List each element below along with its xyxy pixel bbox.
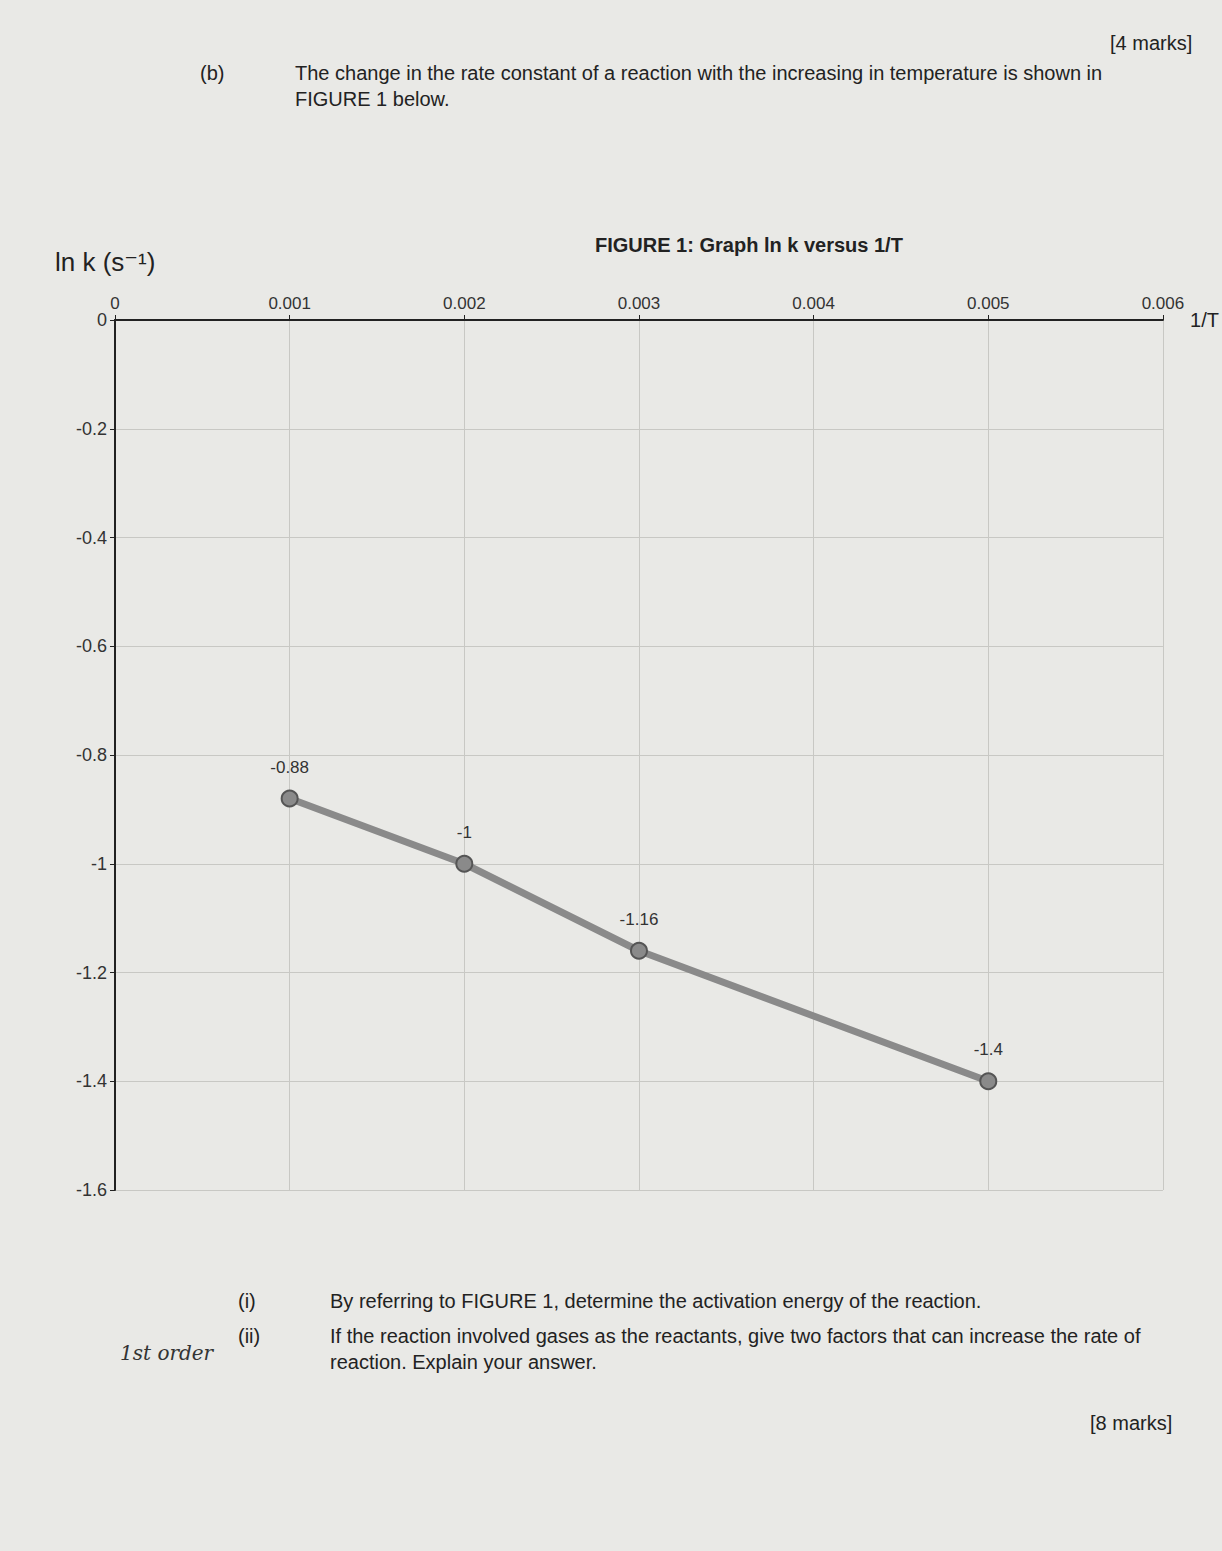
svg-text:0.003: 0.003 (618, 294, 661, 313)
svg-text:-1.4: -1.4 (974, 1040, 1003, 1059)
svg-text:0.004: 0.004 (792, 294, 835, 313)
svg-text:0: 0 (110, 294, 119, 313)
svg-text:FIGURE 1: Graph ln k versus 1/: FIGURE 1: Graph ln k versus 1/T (595, 234, 903, 256)
svg-text:-0.6: -0.6 (76, 636, 107, 656)
svg-text:-0.88: -0.88 (270, 758, 309, 777)
svg-text:-0.4: -0.4 (76, 528, 107, 548)
html-text:(b): (b) (200, 62, 225, 84)
svg-text:-0.8: -0.8 (76, 745, 107, 765)
html-text:[4 marks]: [4 marks] (1110, 32, 1193, 54)
svg-text:-1: -1 (457, 823, 472, 842)
svg-text:-0.2: -0.2 (76, 419, 107, 439)
html-text:The change in the rate constan: The change in the rate constant of a rea… (295, 62, 1103, 110)
svg-text:ln k (s⁻¹): ln k (s⁻¹) (55, 247, 155, 277)
svg-text:0: 0 (97, 310, 107, 330)
svg-text:1/T: 1/T (1190, 309, 1219, 331)
svg-text:-1.6: -1.6 (76, 1180, 107, 1200)
html-text:(ii): (ii) (238, 1325, 261, 1347)
svg-text:-1.16: -1.16 (620, 910, 659, 929)
html-text:By referring to FIGURE 1, dete: By referring to FIGURE 1, determine the … (330, 1290, 982, 1312)
svg-text:0.002: 0.002 (443, 294, 486, 313)
html-text:[8 marks]: [8 marks] (1090, 1412, 1173, 1434)
svg-text:-1.4: -1.4 (76, 1071, 107, 1091)
html-text:1st order: 1st order (120, 1341, 214, 1365)
html-text:(i): (i) (238, 1290, 256, 1312)
svg-text:0.001: 0.001 (268, 294, 311, 313)
html-text:If the reaction involved gases: If the reaction involved gases as the re… (330, 1325, 1141, 1373)
svg-text:0.006: 0.006 (1142, 294, 1185, 313)
svg-text:0.005: 0.005 (967, 294, 1010, 313)
svg-text:-1: -1 (91, 854, 107, 874)
svg-text:-1.2: -1.2 (76, 963, 107, 983)
